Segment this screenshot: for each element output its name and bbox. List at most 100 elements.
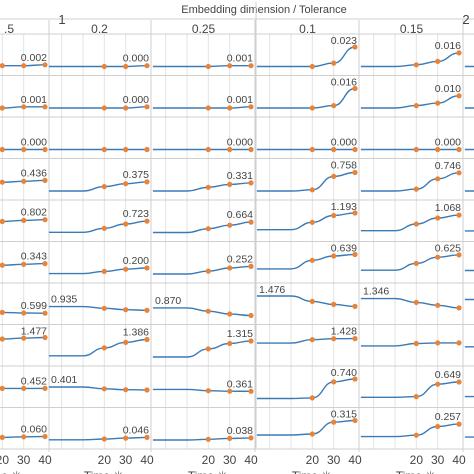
data-point [101,386,107,392]
data-point [21,178,27,184]
data-point [21,385,27,391]
chart-title: Embedding dimension / Tolerance [181,4,347,16]
data-point [435,146,441,153]
data-label: 0.023 [331,35,357,47]
series-line [152,437,253,441]
data-point [144,179,150,185]
series-line [464,346,474,348]
data-label: 0.001 [227,94,253,106]
series-line [48,106,149,109]
series-line [360,297,461,309]
data-point [144,218,150,224]
series-line [360,214,461,232]
data-point [227,63,233,69]
series-line [152,106,253,109]
series-line [464,298,474,301]
data-point [352,210,358,216]
data-label: 1.346 [363,286,389,298]
data-label: 1.068 [435,202,461,214]
data-point [413,394,419,400]
data-point [248,388,254,394]
data-point [0,262,5,268]
series-line [360,52,461,68]
series-line [360,254,461,271]
x-tick-label: 20 [410,453,424,467]
data-point [42,261,48,267]
data-point [309,431,315,437]
data-point [413,221,419,227]
data-point [42,177,48,183]
data-point [331,173,337,179]
data-point [413,146,419,153]
data-label: 0.252 [227,253,253,265]
data-point [331,301,337,307]
x-axis-title: Time ✳ [292,469,332,474]
data-point [101,105,107,111]
data-point [309,187,315,193]
data-label: 1.315 [227,328,253,340]
column-group-label: 1 [58,12,65,27]
x-axis-title: Time ✳ [84,469,124,474]
column-header-label: 0.2 [91,22,108,36]
data-point [248,104,254,110]
data-point [21,310,27,316]
data-point [352,336,358,342]
data-label: 0.000 [123,94,149,106]
data-point [352,146,358,153]
data-point [331,60,337,66]
data-point [123,105,129,111]
data-label: 0.746 [435,160,461,172]
data-point [0,146,5,153]
data-point [205,184,211,190]
x-tick-label: 30 [17,453,31,467]
data-label: 0.200 [123,255,149,267]
data-point [0,179,5,185]
data-point [42,334,48,341]
data-point [352,44,358,50]
series-line [360,423,461,438]
data-label: 0.001 [227,53,253,65]
data-point [21,217,27,223]
data-point [435,340,441,346]
column-header-label: 0.1 [299,22,316,36]
data-point [456,146,462,153]
x-tick-label: 20 [306,453,320,467]
data-point [309,63,315,70]
data-point [144,307,150,313]
column-header-label: .5 [4,22,14,36]
data-point [21,261,27,267]
data-point [413,103,419,109]
data-point [248,146,254,153]
data-point [101,436,107,442]
data-point [248,435,254,441]
data-point [413,62,419,68]
x-axis-title: Time ✳ [0,469,21,474]
data-point [309,395,315,401]
data-point [248,338,254,344]
data-point [413,299,419,305]
x-tick-label: 30 [431,453,445,467]
x-tick-label: 20 [202,453,216,467]
data-point [456,170,462,176]
data-label: 0.343 [21,251,47,263]
data-label: 0.649 [435,369,461,381]
data-point [435,100,441,106]
data-point [0,105,5,111]
data-point [435,176,441,182]
data-point [101,225,107,231]
data-point [42,146,48,153]
series-line [464,230,474,232]
labels-layer: 12.50.20.250.10.150.20.0020.0000.0010.02… [0,12,470,474]
data-label: 0.599 [21,300,47,312]
data-point [227,388,233,394]
data-point [331,212,337,219]
data-label: 0.038 [227,425,253,437]
data-label: 0.758 [331,160,357,172]
data-point [435,58,441,64]
data-point [456,93,462,99]
data-point [456,421,462,427]
data-point [101,184,107,190]
data-point [227,146,233,153]
data-point [144,104,150,110]
data-point [205,268,211,274]
